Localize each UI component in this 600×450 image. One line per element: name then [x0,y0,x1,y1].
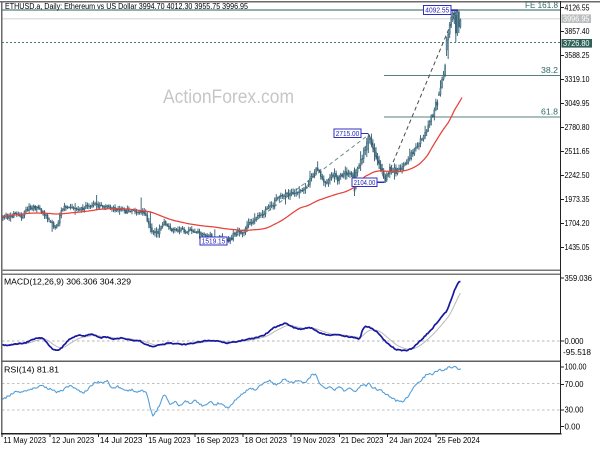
svg-text:30.00: 30.00 [565,406,585,415]
svg-text:19 Nov 2023: 19 Nov 2023 [293,436,336,445]
svg-text:3996.95: 3996.95 [563,15,590,24]
svg-text:1704.20: 1704.20 [565,219,590,228]
svg-text:3319.10: 3319.10 [565,75,590,84]
svg-text:2715.00: 2715.00 [336,129,360,138]
svg-text:ActionForex.com: ActionForex.com [163,86,294,108]
svg-text:24 Jan 2024: 24 Jan 2024 [389,436,432,445]
svg-text:-95.518: -95.518 [563,348,592,357]
svg-text:1435.05: 1435.05 [565,243,590,252]
svg-text:1519.15: 1519.15 [202,237,226,246]
svg-text:11 May 2023: 11 May 2023 [4,436,47,445]
svg-text:25 Feb 2024: 25 Feb 2024 [437,436,480,445]
svg-text:18 Oct 2023: 18 Oct 2023 [245,436,288,445]
svg-text:4092.55: 4092.55 [425,6,449,15]
svg-text:MACD(12,26,9) 306.306 304.329: MACD(12,26,9) 306.306 304.329 [4,277,132,286]
svg-text:2242.50: 2242.50 [565,171,590,180]
svg-text:2104.00: 2104.00 [354,178,376,187]
svg-text:70.00: 70.00 [565,380,585,389]
svg-text:38.2: 38.2 [541,66,559,75]
svg-text:0.000: 0.000 [565,337,585,346]
svg-text:1973.35: 1973.35 [565,195,590,204]
svg-text:15 Aug 2023: 15 Aug 2023 [148,436,191,445]
svg-text:16 Sep 2023: 16 Sep 2023 [196,436,239,445]
svg-text:359.036: 359.036 [565,274,593,283]
svg-text:RSI(14) 81.81: RSI(14) 81.81 [4,366,60,375]
svg-text:3726.80: 3726.80 [563,39,590,48]
svg-text:ETHUSD.a, Daily: Ethereum vs: ETHUSD.a, Daily: Ethereum vs US Dollar 3… [5,2,248,11]
svg-text:3049.95: 3049.95 [565,99,590,108]
svg-text:2511.65: 2511.65 [565,147,590,156]
svg-text:FE 161.8: FE 161.8 [525,1,559,10]
svg-text:4126.55: 4126.55 [565,3,590,12]
svg-text:2780.80: 2780.80 [565,123,590,132]
svg-text:14 Jul 2023: 14 Jul 2023 [100,436,143,445]
svg-text:61.8: 61.8 [541,108,559,117]
svg-text:3857.40: 3857.40 [565,27,590,36]
svg-text:100.00: 100.00 [565,363,587,372]
svg-text:3588.25: 3588.25 [565,51,590,60]
svg-text:21 Dec 2023: 21 Dec 2023 [341,436,384,445]
svg-text:0.00: 0.00 [565,422,581,431]
svg-text:12 Jun 2023: 12 Jun 2023 [52,436,95,445]
